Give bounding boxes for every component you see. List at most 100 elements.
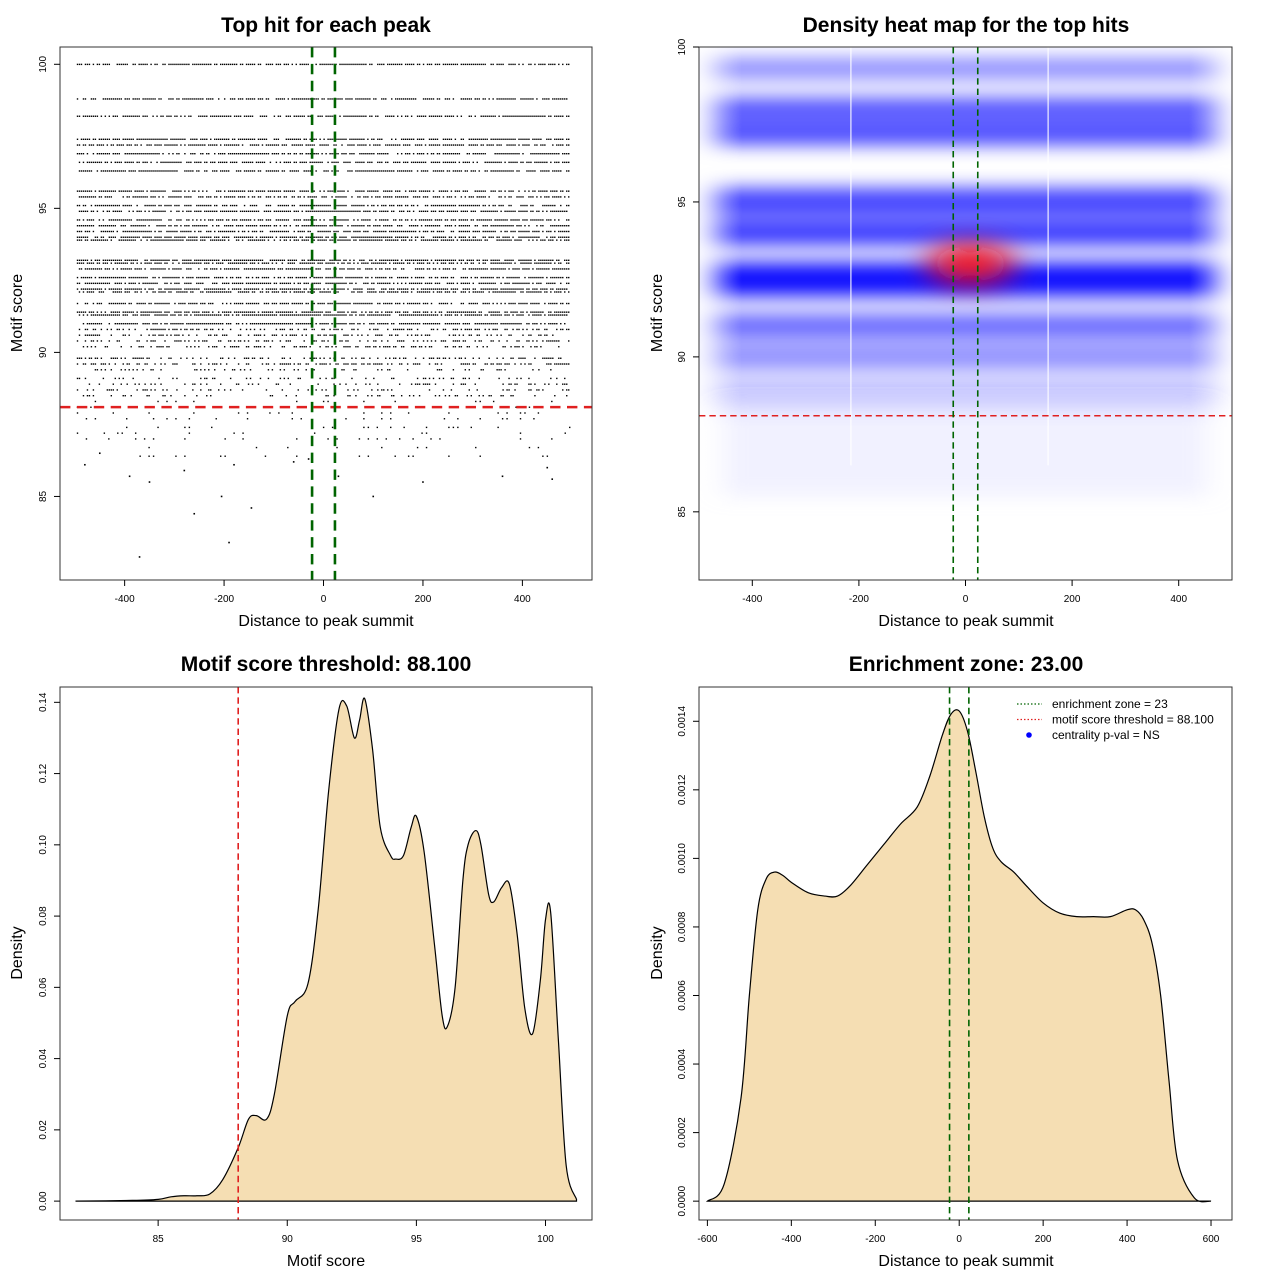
scatter-point	[432, 236, 435, 238]
scatter-point	[552, 302, 554, 305]
scatter-point	[227, 115, 230, 117]
scatter-point	[245, 262, 248, 264]
scatter-point	[86, 63, 89, 66]
scatter-point	[526, 282, 528, 285]
scatter-point	[402, 239, 405, 241]
scatter-point	[243, 115, 246, 117]
scatter-point	[223, 63, 226, 66]
scatter-point	[176, 161, 178, 164]
scatter-point	[448, 225, 451, 227]
scatter-point	[448, 239, 451, 241]
scatter-point	[452, 153, 455, 155]
scatter-point	[556, 314, 558, 316]
scatter-point	[556, 302, 558, 305]
scatter-point	[556, 311, 558, 313]
scatter-point	[502, 276, 504, 279]
scatter-point	[398, 190, 401, 192]
scatter-point	[206, 153, 208, 155]
scatter-point	[446, 63, 449, 66]
scatter-point	[532, 239, 534, 241]
scatter-point	[536, 138, 538, 140]
scatter-point	[130, 282, 132, 285]
scatter-point	[337, 204, 339, 207]
scatter-point	[116, 204, 118, 207]
scatter-point	[247, 314, 250, 316]
scatter-point	[502, 268, 504, 270]
scatter-point	[243, 161, 246, 164]
scatter-point	[190, 314, 192, 316]
scatter-point	[395, 259, 397, 261]
scatter-point	[396, 170, 399, 172]
scatter-point	[160, 268, 162, 270]
scatter-point	[480, 311, 482, 313]
scatter-point	[550, 138, 552, 140]
scatter-point	[367, 291, 369, 293]
scatter-point	[176, 219, 178, 221]
scatter-point	[289, 276, 292, 279]
scatter-point	[84, 190, 87, 192]
scatter-point	[279, 314, 282, 316]
scatter-point	[506, 225, 508, 227]
scatter-point	[184, 170, 186, 172]
scatter-point	[560, 288, 562, 290]
scatter-point	[223, 210, 226, 213]
scatter-point	[562, 288, 564, 290]
scatter-point	[347, 302, 349, 305]
scatter-point	[166, 311, 168, 313]
scatter-point	[329, 225, 331, 227]
scatter-point	[174, 196, 176, 198]
scatter-point	[321, 115, 323, 117]
scatter-point	[432, 314, 435, 316]
scatter-point	[448, 138, 451, 140]
scatter-point	[172, 230, 174, 233]
scatter-point	[178, 302, 180, 305]
scatter-point	[387, 239, 389, 241]
scatter-point	[253, 225, 256, 227]
scatter-point	[184, 288, 186, 290]
scatter-point	[369, 115, 371, 117]
scatter-point	[172, 314, 174, 316]
scatter-point	[510, 204, 512, 207]
scatter-point	[307, 236, 309, 238]
scatter-point	[255, 225, 258, 227]
scatter-point	[263, 239, 266, 241]
scatter-point	[219, 230, 222, 233]
scatter-point	[219, 314, 222, 316]
scatter-point	[466, 230, 469, 233]
scatter-point	[196, 276, 198, 279]
scatter-point	[176, 230, 178, 233]
scatter-point	[172, 262, 174, 264]
scatter-point	[289, 311, 292, 313]
scatter-point	[303, 268, 305, 270]
scatter-point	[76, 225, 79, 227]
scatter-point	[216, 63, 218, 66]
scatter-point	[534, 276, 536, 279]
scatter-point	[448, 314, 451, 316]
scatter-point	[452, 276, 455, 279]
scatter-point	[432, 262, 435, 264]
scatter-point	[227, 190, 230, 192]
scatter-point	[174, 288, 176, 290]
scatter-point	[430, 230, 433, 233]
scatter-point	[184, 225, 186, 227]
scatter-point	[462, 219, 465, 221]
scatter-point	[357, 170, 359, 172]
scatter-point	[204, 210, 206, 213]
scatter-point	[102, 230, 105, 233]
scatter-point	[112, 204, 114, 207]
scatter-point	[184, 230, 186, 233]
scatter-point	[406, 259, 409, 261]
scatter-point	[118, 314, 120, 316]
scatter-point	[554, 302, 556, 305]
scatter-point	[76, 259, 79, 261]
scatter-point	[309, 236, 311, 238]
scatter-point	[345, 196, 347, 198]
scatter-point	[204, 288, 206, 290]
scatter-point	[369, 98, 371, 100]
scatter-point	[92, 291, 95, 293]
scatter-point	[347, 161, 349, 164]
scatter-point	[146, 239, 148, 241]
scatter-point	[418, 196, 421, 198]
scatter-point	[446, 210, 449, 213]
scatter-point	[231, 210, 234, 213]
